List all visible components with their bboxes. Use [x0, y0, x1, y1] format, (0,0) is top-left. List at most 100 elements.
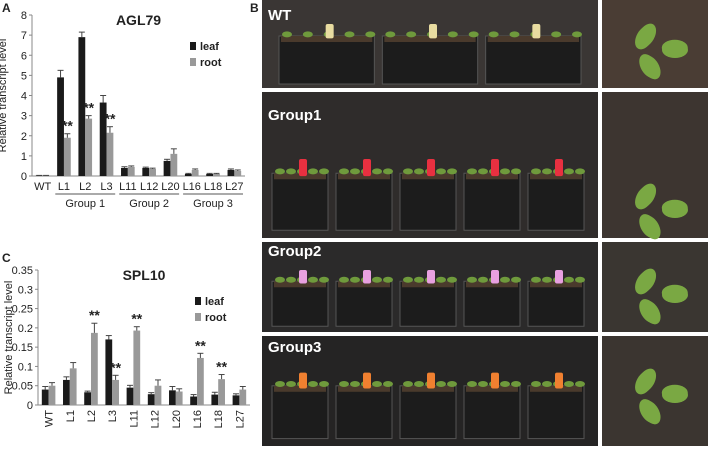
plant	[308, 381, 318, 387]
plant	[339, 277, 349, 283]
x-tick-label: L20	[171, 410, 183, 428]
bar	[64, 138, 71, 176]
plant	[447, 277, 457, 283]
plant	[467, 381, 477, 387]
y-tick-label: 5	[21, 70, 27, 82]
bar	[185, 174, 192, 176]
y-tick-label: 0.2	[18, 323, 33, 335]
x-tick-label: L3	[107, 410, 119, 422]
bar	[234, 171, 241, 176]
plant	[372, 381, 382, 387]
plant	[478, 381, 488, 387]
plant	[403, 277, 413, 283]
plant	[436, 381, 446, 387]
pot	[464, 386, 520, 439]
plant	[531, 277, 541, 283]
significance: **	[110, 359, 121, 375]
plant	[414, 277, 424, 283]
x-tick-label: L1	[65, 410, 77, 422]
plant	[345, 31, 355, 37]
pot	[400, 386, 456, 439]
plant	[403, 168, 413, 174]
group-label: Group 1	[65, 198, 105, 210]
plant	[448, 31, 458, 37]
plant	[478, 277, 488, 283]
y-tick-label: 1	[21, 151, 27, 163]
x-tick-label: L18	[204, 181, 222, 193]
pot	[272, 386, 328, 439]
significance: **	[83, 100, 94, 116]
plant	[414, 168, 424, 174]
plant	[282, 31, 292, 37]
plant	[510, 31, 520, 37]
x-tick-label: L18	[213, 410, 225, 428]
plant	[319, 277, 329, 283]
tag	[299, 270, 307, 284]
y-tick-label: 6	[21, 50, 27, 62]
legend-swatch	[190, 58, 196, 66]
tag	[491, 373, 499, 389]
plant	[275, 168, 285, 174]
x-tick-label: L3	[100, 181, 112, 193]
tag	[363, 270, 371, 284]
pot	[528, 173, 584, 230]
x-tick-label: L12	[140, 181, 158, 193]
tag	[427, 270, 435, 284]
bar	[233, 395, 240, 405]
bar	[112, 380, 119, 405]
plant	[478, 168, 488, 174]
plant	[339, 168, 349, 174]
plant	[531, 168, 541, 174]
plant	[575, 381, 585, 387]
significance: **	[89, 307, 100, 323]
plant	[447, 381, 457, 387]
pot	[528, 281, 584, 326]
y-tick-label: 0.15	[12, 342, 33, 354]
plant	[662, 385, 688, 401]
pot	[336, 386, 392, 439]
bar	[218, 379, 225, 405]
y-tick-label: 4	[21, 91, 27, 103]
plant	[275, 277, 285, 283]
chart-title: AGL79	[116, 12, 161, 28]
plant	[662, 40, 688, 56]
legend-label: leaf	[205, 296, 224, 308]
plant	[406, 31, 416, 37]
y-tick-label: 0.25	[12, 304, 33, 316]
legend-swatch	[195, 297, 201, 305]
plant	[564, 277, 574, 283]
pot	[486, 36, 581, 84]
y-tick-label: 0.3	[18, 284, 33, 296]
plant	[383, 381, 393, 387]
tag	[299, 373, 307, 389]
plant	[319, 381, 329, 387]
plant	[414, 381, 424, 387]
bar	[49, 386, 56, 405]
bar	[121, 168, 128, 176]
plant	[308, 277, 318, 283]
bar	[91, 333, 98, 405]
legend-label: leaf	[200, 41, 219, 53]
x-tick-label: L16	[192, 410, 204, 428]
plant	[308, 168, 318, 174]
significance: **	[131, 311, 142, 327]
tag	[491, 270, 499, 284]
y-tick-label: 2	[21, 131, 27, 143]
tag	[326, 24, 334, 38]
plant	[572, 31, 582, 37]
tag	[491, 159, 499, 176]
plant	[383, 168, 393, 174]
bar	[107, 133, 114, 176]
x-tick-label: L16	[183, 181, 201, 193]
plant	[319, 168, 329, 174]
y-axis-label: Relative transcript level	[0, 39, 9, 153]
bar	[206, 174, 213, 176]
pot	[528, 386, 584, 439]
y-tick-label: 0.05	[12, 381, 33, 393]
plant	[511, 168, 521, 174]
x-tick-label: L2	[86, 410, 98, 422]
pot	[400, 281, 456, 326]
bar	[239, 390, 246, 405]
plant	[662, 200, 688, 216]
bar	[176, 392, 183, 406]
